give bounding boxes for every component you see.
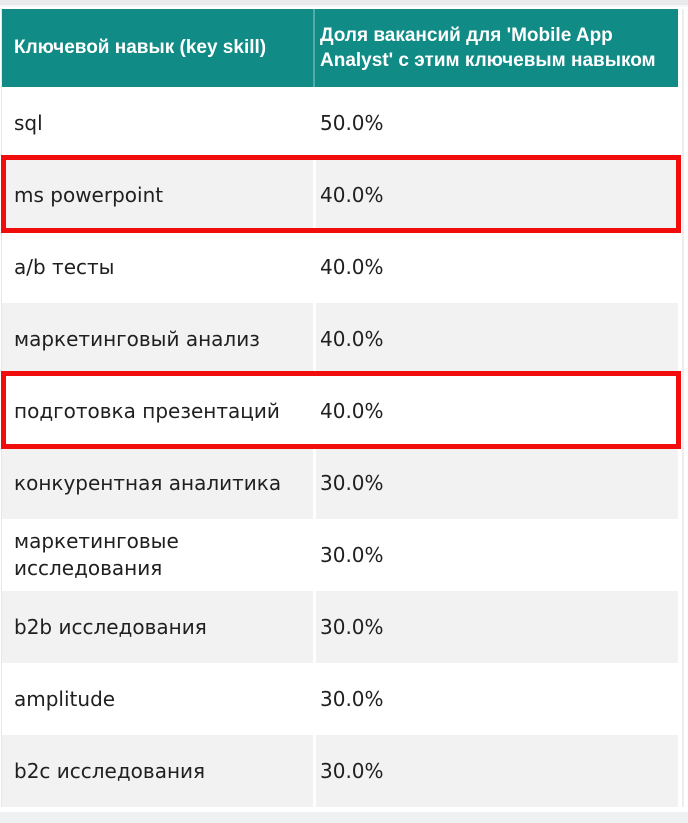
skill-cell: подготовка презентаций (14, 398, 280, 423)
table-row: a/b тесты 40.0% (2, 231, 678, 303)
skills-table: Ключевой навык (key skill) Доля вакансий… (1, 9, 681, 807)
skill-cell: маркетинговый анализ (2, 303, 313, 375)
table-row: маркетинговые исследования 30.0% (2, 519, 678, 591)
skill-cell: amplitude (14, 686, 116, 711)
skill-cell: sql (14, 110, 43, 135)
share-cell: 40.0% (320, 398, 384, 423)
skill-cell: a/b тесты (14, 254, 115, 279)
share-cell: 30.0% (316, 447, 678, 519)
table-row: ms powerpoint 40.0% (1, 155, 681, 233)
share-cell: 30.0% (320, 686, 384, 711)
table-row: конкурентная аналитика 30.0% (2, 447, 678, 519)
bottom-edge-band (0, 812, 688, 823)
header-cell-skill: Ключевой навык (key skill) (14, 37, 267, 59)
skill-cell: b2b исследования (2, 591, 313, 663)
skill-cell: конкурентная аналитика (2, 447, 313, 519)
table-row: маркетинговый анализ 40.0% (2, 303, 678, 375)
skill-cell: b2c исследования (2, 735, 313, 807)
top-edge-band (0, 0, 688, 7)
table-row: sql 50.0% (2, 87, 678, 159)
table-row: подготовка презентаций 40.0% (1, 371, 681, 449)
table-body: sql 50.0% ms powerpoint 40.0% a/b тесты … (1, 87, 681, 807)
table-row: b2c исследования 30.0% (2, 735, 678, 807)
header-column-divider (313, 9, 315, 87)
right-edge-line (682, 9, 684, 807)
share-cell: 30.0% (316, 591, 678, 663)
skill-cell: ms powerpoint (2, 159, 313, 231)
share-cell: 40.0% (316, 303, 678, 375)
header-cell-share: Доля вакансий для 'Mobile App Analyst' с… (320, 24, 656, 71)
share-cell: 40.0% (320, 254, 384, 279)
share-cell: 30.0% (316, 735, 678, 807)
share-cell: 50.0% (320, 110, 384, 135)
table-header: Ключевой навык (key skill) Доля вакансий… (2, 9, 678, 87)
table-row: amplitude 30.0% (2, 663, 678, 735)
share-cell: 30.0% (320, 542, 384, 567)
skill-cell: маркетинговые исследования (14, 529, 179, 580)
share-cell: 40.0% (316, 159, 678, 231)
table-row: b2b исследования 30.0% (2, 591, 678, 663)
